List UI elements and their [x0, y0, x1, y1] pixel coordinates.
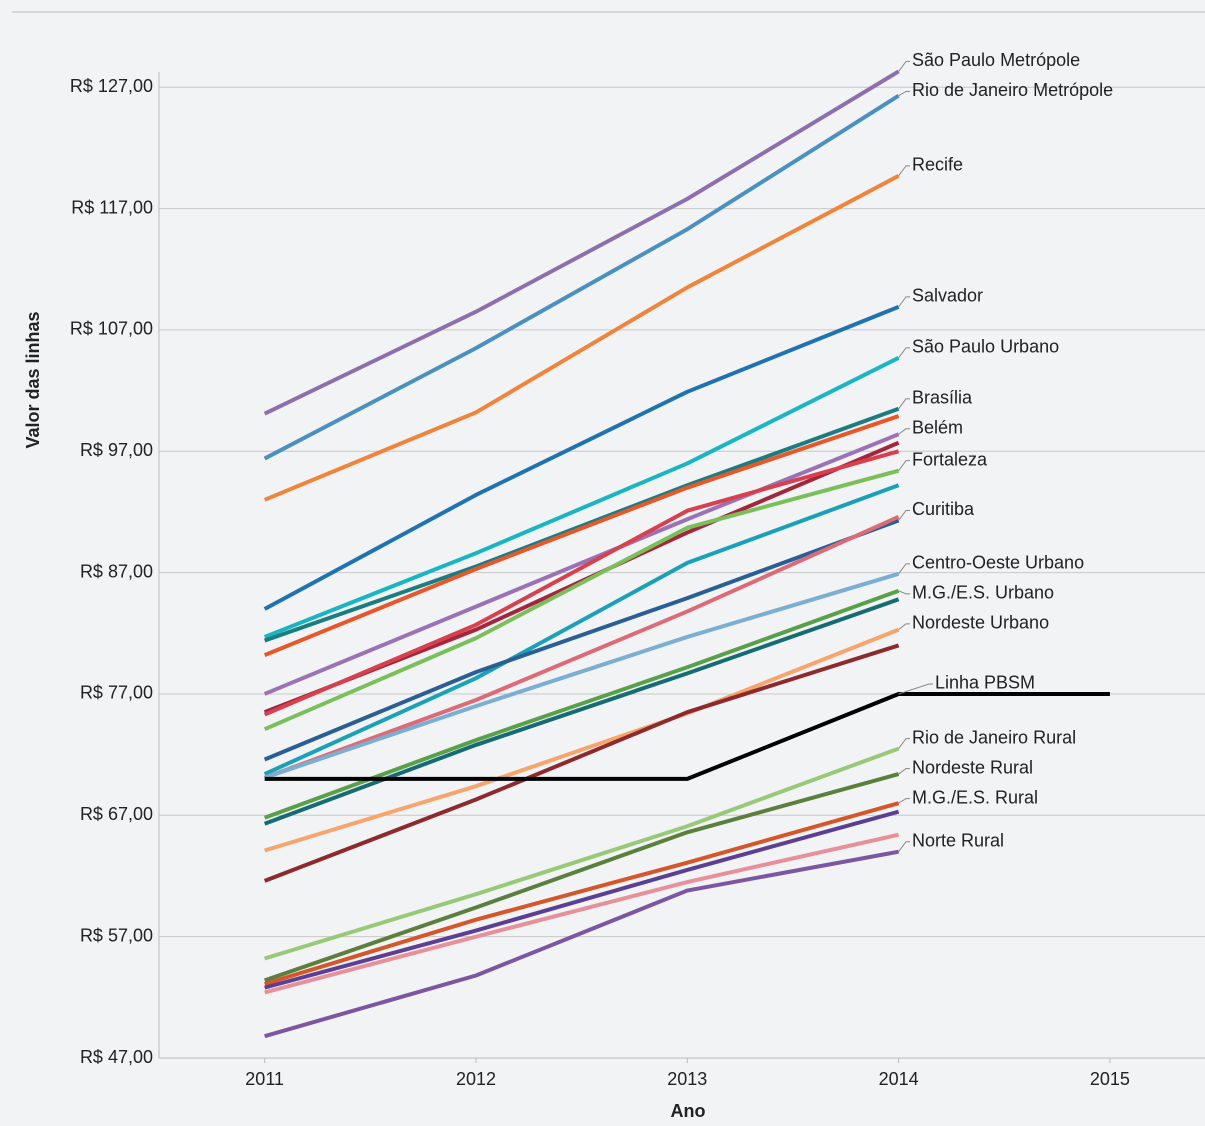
series-line: [263, 518, 900, 762]
y-tick-label: R$ 97,00: [80, 440, 153, 460]
series-line: [263, 414, 900, 657]
y-axis-title: Valor das linhas: [23, 311, 43, 448]
y-tick-label: R$ 87,00: [80, 561, 153, 581]
series-label: Rio de Janeiro Rural: [912, 727, 1076, 747]
label-leader: [898, 768, 910, 775]
label-leader: [898, 738, 910, 749]
series-line: [264, 801, 900, 986]
series-label: Nordeste Rural: [912, 757, 1033, 777]
series-line: [264, 809, 900, 990]
label-leader: [898, 165, 910, 177]
x-tick-label: 2014: [879, 1069, 919, 1089]
series-line: [264, 832, 900, 995]
series-line: [263, 174, 900, 502]
series-line: [264, 746, 900, 961]
y-tick-label: R$ 47,00: [80, 1047, 153, 1067]
series-line: [263, 356, 900, 639]
x-tick-label: 2013: [667, 1069, 707, 1089]
series-label: São Paulo Metrópole: [912, 50, 1080, 70]
series-label: Centro-Oeste Urbano: [912, 553, 1084, 573]
series-label: Recife: [912, 155, 963, 175]
label-leader: [898, 590, 910, 595]
y-tick-label: R$ 127,00: [70, 76, 153, 96]
label-leader: [898, 398, 910, 410]
series-label: Rio de Janeiro Metrópole: [912, 80, 1113, 100]
series-line: [263, 305, 900, 611]
label-leader: [898, 296, 910, 308]
label-leader: [898, 90, 910, 97]
series-line: [263, 597, 900, 826]
series-line: [263, 432, 900, 696]
x-axis-title: Ano: [671, 1101, 706, 1121]
label-leader: [898, 798, 910, 804]
label-leader: [898, 509, 910, 521]
series-line: [263, 94, 900, 461]
label-leader: [898, 347, 910, 359]
series-label: M.G./E.S. Rural: [912, 787, 1038, 807]
series-label: São Paulo Urbano: [912, 337, 1059, 357]
series-line: [263, 468, 900, 731]
series-label: Salvador: [912, 286, 983, 306]
series-line: [263, 483, 900, 776]
series-label: Norte Rural: [912, 830, 1004, 850]
y-tick-label: R$ 77,00: [80, 683, 153, 703]
x-tick-label: 2015: [1090, 1069, 1130, 1089]
series-line: [264, 691, 1110, 781]
series-line: [264, 571, 900, 780]
label-leader: [898, 841, 910, 853]
label-leader: [898, 460, 910, 471]
series-label: M.G./E.S. Urbano: [912, 583, 1054, 603]
series-line: [264, 772, 900, 983]
series-line: [263, 69, 900, 416]
x-tick-label: 2012: [456, 1069, 496, 1089]
series-line: [264, 627, 900, 853]
series-label: Linha PBSM: [935, 673, 1035, 693]
series-line: [263, 514, 900, 780]
label-leader: [898, 60, 910, 72]
series-label: Nordeste Urbano: [912, 613, 1049, 633]
series-line: [264, 849, 899, 1039]
series-label: Curitiba: [912, 499, 975, 519]
x-tick-label: 2011: [245, 1069, 284, 1089]
series-label: Fortaleza: [912, 449, 988, 469]
series-line: [263, 643, 900, 883]
y-tick-label: R$ 67,00: [80, 804, 153, 824]
label-leader: [898, 563, 910, 575]
label-leader: [898, 428, 910, 435]
y-tick-label: R$ 117,00: [71, 197, 153, 217]
series-label: Brasília: [912, 388, 973, 408]
series-line: [263, 449, 900, 717]
y-tick-label: R$ 107,00: [70, 319, 153, 339]
label-leader: [898, 623, 910, 631]
series-line: [263, 406, 900, 643]
series-label: Belém: [912, 418, 963, 438]
y-tick-label: R$ 57,00: [80, 925, 153, 945]
label-leader: [898, 683, 933, 695]
